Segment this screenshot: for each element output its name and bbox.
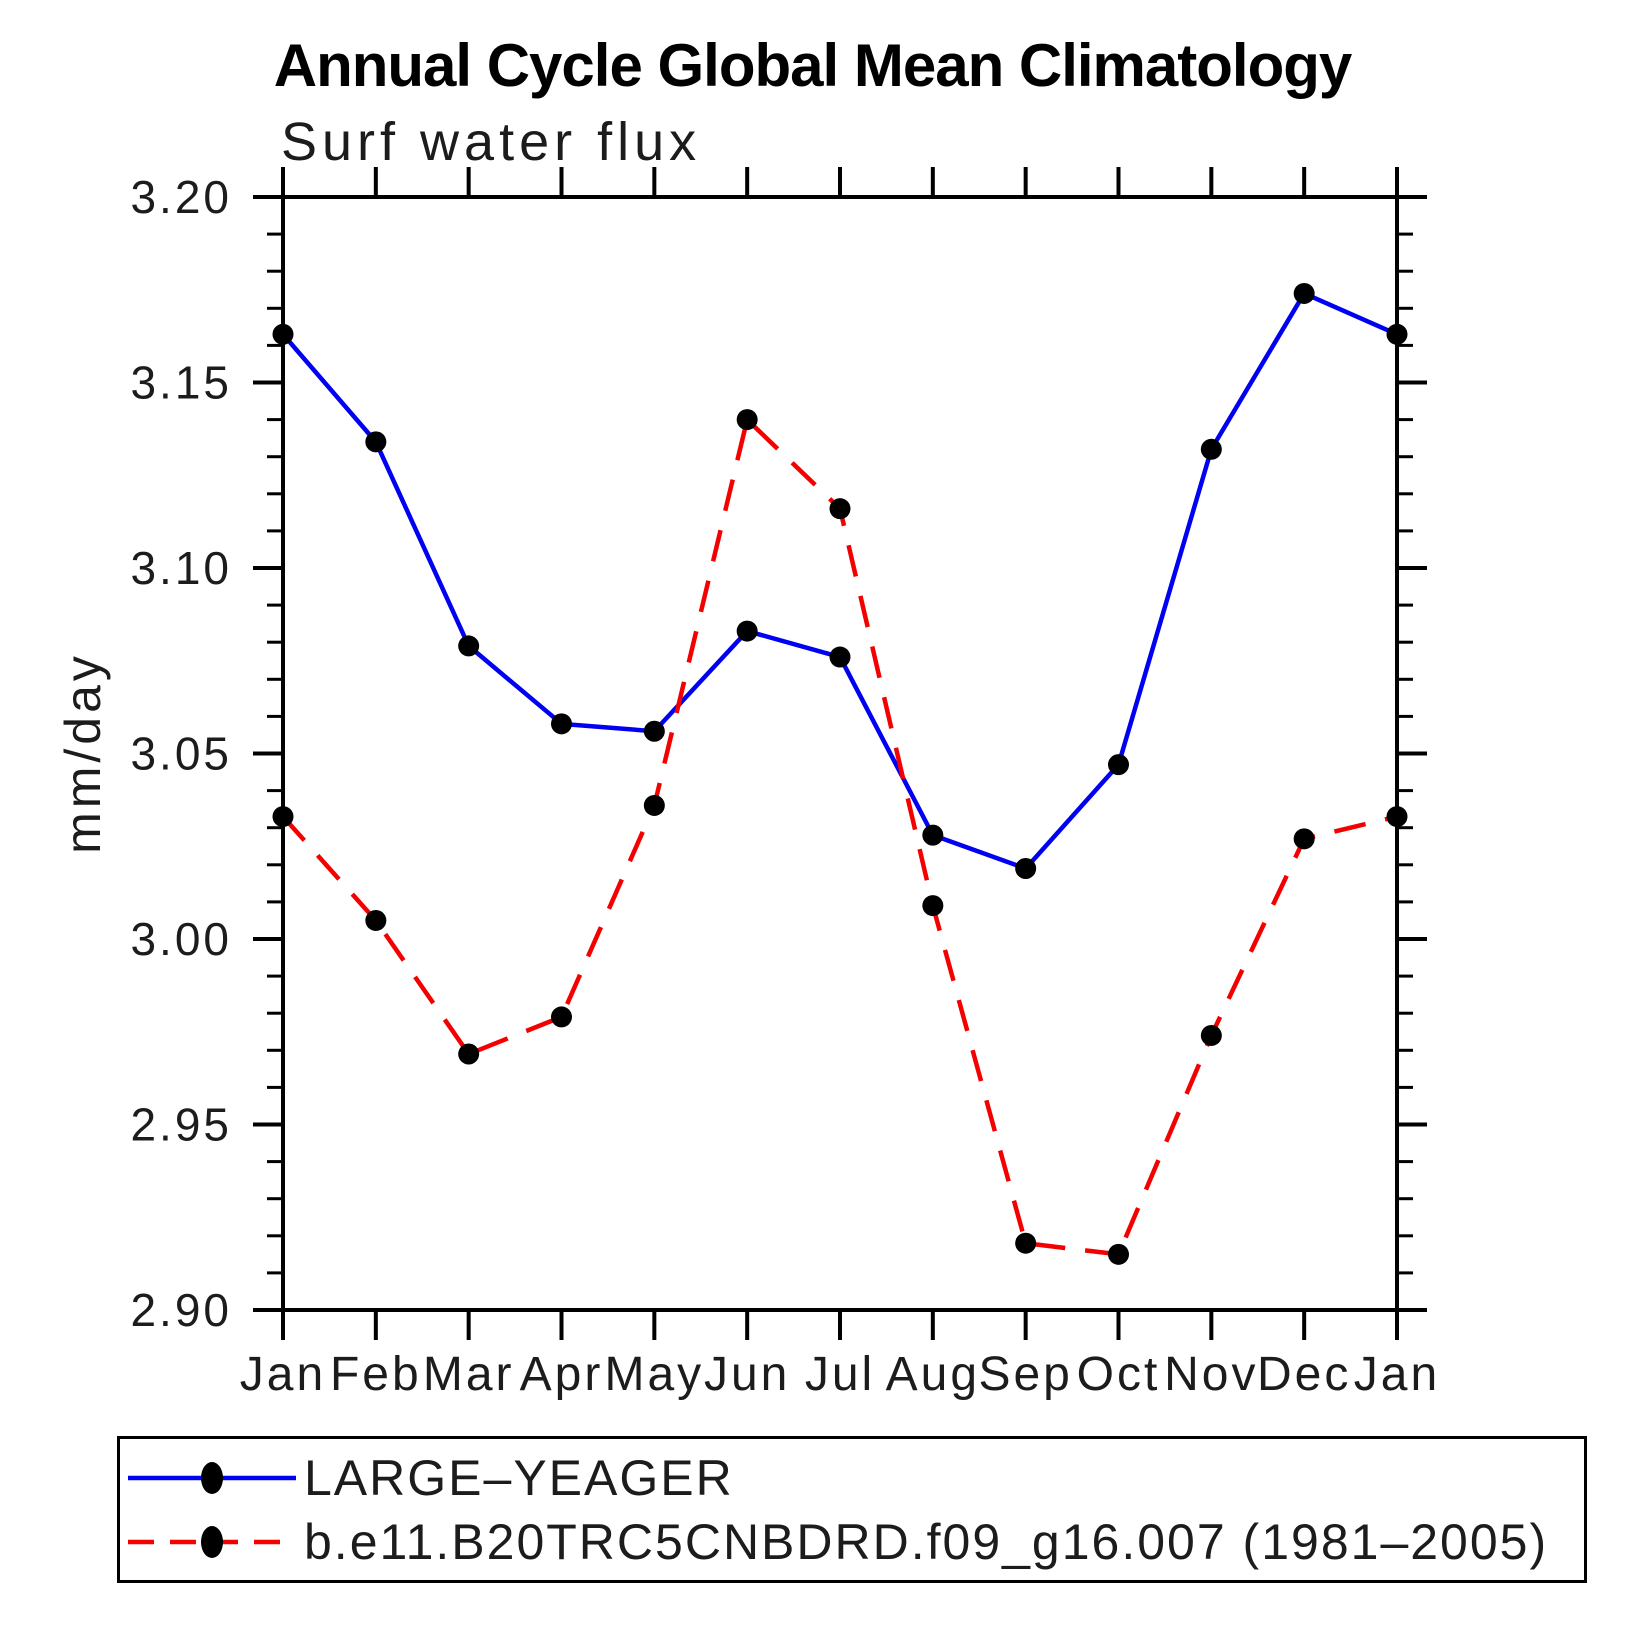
data-point-marker xyxy=(365,431,387,453)
data-point-marker xyxy=(736,409,758,431)
data-point-marker xyxy=(1015,858,1037,880)
data-point-marker xyxy=(1293,282,1315,304)
y-tick-label: 3.00 xyxy=(130,913,232,965)
x-tick-label: Jan xyxy=(1354,1348,1440,1401)
chart-subtitle: Surf water flux xyxy=(281,112,702,172)
data-point-marker xyxy=(736,620,758,642)
data-point-marker xyxy=(1200,438,1222,460)
data-point-marker xyxy=(551,713,572,735)
x-tick-label: Feb xyxy=(330,1348,422,1401)
series-line-large-yeager xyxy=(281,291,1398,871)
data-point-marker xyxy=(1200,1024,1222,1046)
x-tick-label: Nov xyxy=(1164,1348,1258,1401)
y-tick-label: 3.15 xyxy=(130,357,232,409)
data-point-marker xyxy=(365,909,387,931)
data-point-marker xyxy=(643,794,665,816)
data-point-marker xyxy=(922,895,944,917)
data-point-marker xyxy=(1293,828,1315,850)
y-tick-label: 2.95 xyxy=(130,1099,232,1151)
x-tick-label: Aug xyxy=(886,1348,980,1401)
x-tick-label: Jan xyxy=(240,1348,326,1401)
data-point-marker xyxy=(1108,1243,1129,1265)
x-tick-label: May xyxy=(604,1348,704,1401)
data-point-marker xyxy=(1015,1232,1037,1254)
series-line-model-run xyxy=(281,417,1398,1257)
data-point-marker xyxy=(829,646,851,668)
y-tick-label: 3.20 xyxy=(130,171,232,223)
x-tick-label: Oct xyxy=(1077,1348,1161,1401)
y-tick-label: 3.10 xyxy=(130,542,232,594)
data-point-marker xyxy=(1386,323,1408,345)
data-point-marker xyxy=(1108,754,1129,776)
data-point-marker xyxy=(643,720,665,742)
legend-label: b.e11.B20TRC5CNBDRD.f09_g16.007 (1981–20… xyxy=(304,1514,1549,1570)
chart-title: Annual Cycle Global Mean Climatology xyxy=(273,32,1353,99)
legend-row: LARGE–YEAGER xyxy=(124,1450,734,1506)
legend-marker xyxy=(201,1526,223,1558)
legend-row: b.e11.B20TRC5CNBDRD.f09_g16.007 (1981–20… xyxy=(124,1514,1548,1570)
x-tick-label: Dec xyxy=(1257,1348,1351,1401)
legend-sample-large-yeager xyxy=(128,1462,296,1494)
legend-sample-model-run xyxy=(128,1526,296,1558)
data-point-marker xyxy=(458,1043,480,1065)
legend-label: LARGE–YEAGER xyxy=(304,1450,734,1506)
data-point-marker xyxy=(551,1006,572,1028)
x-tick-label: Sep xyxy=(978,1348,1072,1401)
data-point-marker xyxy=(272,806,294,828)
y-tick-label: 2.90 xyxy=(130,1284,232,1336)
data-point-marker xyxy=(1386,806,1408,828)
data-point-marker xyxy=(458,635,480,657)
data-point-marker xyxy=(829,498,851,520)
x-tick-label: Jun xyxy=(704,1348,790,1401)
legend-marker xyxy=(201,1462,223,1494)
y-tick-label: 3.05 xyxy=(130,728,232,780)
data-point-marker xyxy=(272,323,294,345)
x-tick-label: Apr xyxy=(520,1348,604,1401)
x-tick-label: Mar xyxy=(423,1348,515,1401)
data-point-marker xyxy=(922,824,944,846)
legend-box: LARGE–YEAGER b.e11.B20TRC5CNBDRD.f09_g16… xyxy=(117,1436,1587,1583)
x-tick-label: Jul xyxy=(805,1348,875,1401)
